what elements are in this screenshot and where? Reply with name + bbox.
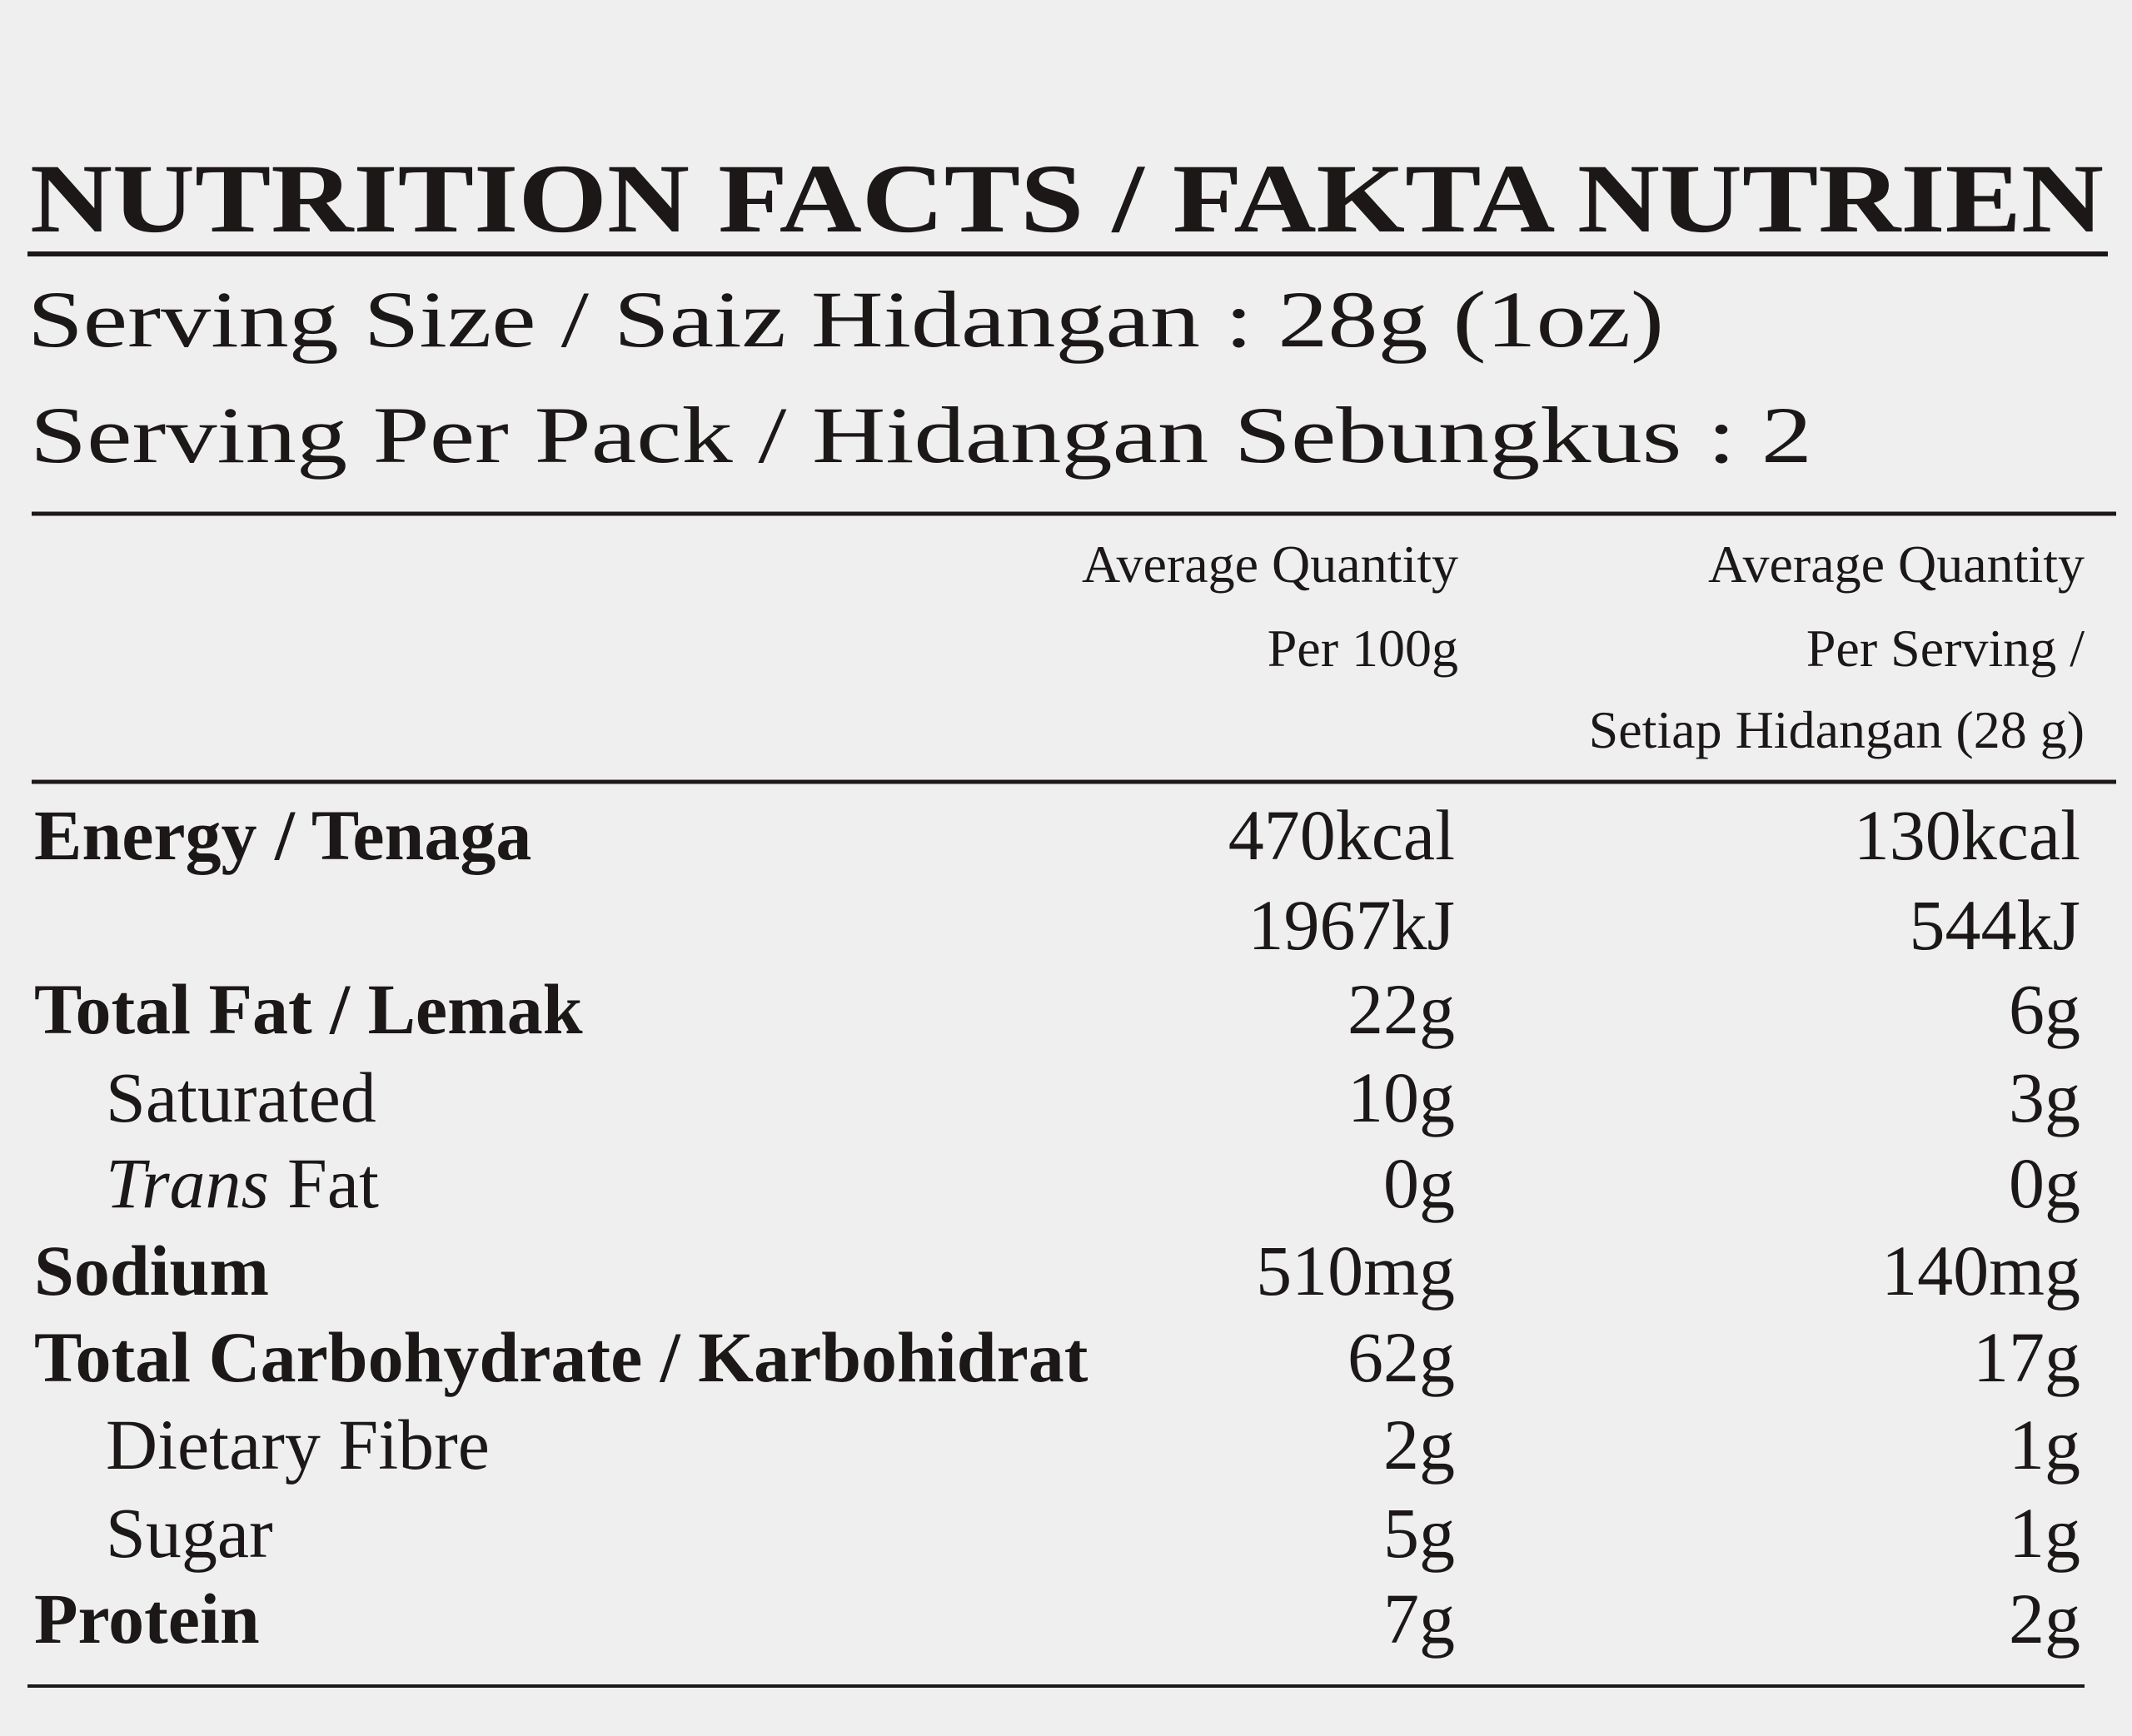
row-value: 3g xyxy=(2009,1057,2080,1137)
row-label: Sugar xyxy=(106,1493,273,1573)
row-label: Dietary Fibre xyxy=(106,1405,490,1485)
column-header: Per Serving / xyxy=(1806,619,2085,678)
row-label: Sodium xyxy=(34,1231,269,1311)
row-value: 2g xyxy=(2009,1579,2080,1659)
row-label: Saturated xyxy=(106,1057,376,1137)
row-value: 6g xyxy=(2009,969,2080,1049)
row-value: 1967kJ xyxy=(1248,885,1455,965)
row-value: 0g xyxy=(2009,1143,2080,1223)
row-value: 5g xyxy=(1383,1493,1455,1573)
title: NUTRITION FACTS / FAKTA NUTRIEN xyxy=(30,144,2104,253)
row-value: 130kcal xyxy=(1854,795,2080,875)
row-value: 17g xyxy=(1973,1317,2080,1397)
row-label: Trans Fat xyxy=(106,1143,379,1223)
row-value: 10g xyxy=(1347,1057,1455,1137)
row-value: 0g xyxy=(1383,1143,1455,1223)
row-value: 140mg xyxy=(1881,1231,2080,1311)
row-label: Total Carbohydrate / Karbohidrat xyxy=(34,1317,1088,1397)
row-value: 2g xyxy=(1383,1405,1455,1485)
row-value: 510mg xyxy=(1256,1231,1455,1311)
column-header: Per 100g xyxy=(1268,619,1458,678)
row-value: 1g xyxy=(2009,1493,2080,1573)
row-value: 22g xyxy=(1347,969,1455,1049)
row-label-italic: Trans xyxy=(106,1143,269,1223)
row-value: 62g xyxy=(1347,1317,1455,1397)
row-value: 470kcal xyxy=(1228,795,1455,875)
row-value: 544kJ xyxy=(1910,885,2080,965)
column-header: Average Quantity xyxy=(1082,535,1458,594)
table: Average Quantity Per 100g Average Quantity… xyxy=(34,535,2085,1659)
row-value: 1g xyxy=(2009,1405,2080,1485)
row-label-text: Fat xyxy=(287,1143,379,1223)
row-value: 7g xyxy=(1383,1579,1455,1659)
column-header: Setiap Hidangan (28 g) xyxy=(1589,700,2085,759)
servings-per-pack: Serving Per Pack / Hidangan Sebungkus : … xyxy=(30,390,1812,480)
serving-size: Serving Size / Saiz Hidangan : 28g (1oz) xyxy=(27,275,1664,364)
row-label: Energy / Tenaga xyxy=(34,795,531,875)
row-label: Total Fat / Lemak xyxy=(34,969,583,1049)
column-header: Average Quantity xyxy=(1708,535,2085,594)
row-label: Protein xyxy=(34,1579,260,1659)
